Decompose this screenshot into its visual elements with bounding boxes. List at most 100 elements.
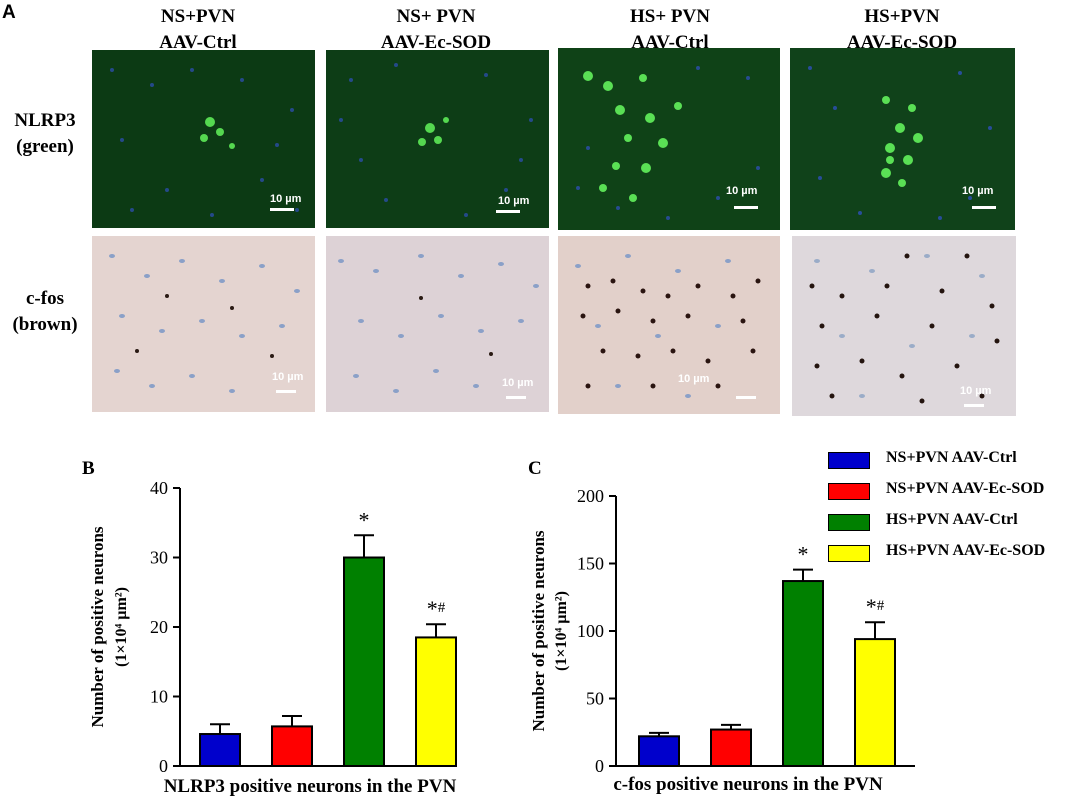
chart-b: B 0 10 20 30 40 * *# NLRP3 positive neurons in t… <box>82 458 457 797</box>
y-tick-label: 50 <box>586 689 604 709</box>
y-tick-label: 0 <box>595 756 604 776</box>
nlrp3-positive-cells <box>418 117 449 146</box>
scale-bar <box>736 396 756 399</box>
scale-bar <box>506 396 526 399</box>
nuclei-pattern <box>808 66 992 220</box>
row-label-nlrp3: NLRP3 (green) <box>0 108 90 160</box>
y-tick-label: 0 <box>159 756 168 776</box>
bar <box>782 580 824 767</box>
row-label-cfos-line2: (brown) <box>12 314 78 335</box>
column-title-4: HS+PVN AAV-Ec-SOD <box>792 4 1012 56</box>
panel-letter: C <box>528 458 542 479</box>
scale-bar-label: 10 µm <box>270 193 302 205</box>
scale-bar-label: 10 µm <box>678 373 710 385</box>
nlrp3-image-hs-ctrl-graphic: 10 µm <box>558 48 780 230</box>
nlrp3-image-hs-ecsod-graphic: 10 µm <box>790 48 1015 230</box>
scale-bar-label: 10 µm <box>962 185 994 197</box>
legend-swatch <box>828 514 870 531</box>
scale-bar-label: 10 µm <box>960 385 992 397</box>
cfos-positive-nuclei <box>135 294 274 358</box>
y-tick-label: 150 <box>577 554 604 574</box>
significance-marker: * <box>798 542 809 567</box>
scale-bar <box>276 390 296 393</box>
y-tick-label: 40 <box>150 478 168 498</box>
cfos-positive-nuclei <box>580 278 761 389</box>
bar <box>854 638 896 768</box>
legend-swatch <box>828 483 870 500</box>
image-background <box>792 236 1016 416</box>
legend-label: NS+PVN AAV-Ctrl <box>886 449 1017 466</box>
row-label-cfos: c-fos (brown) <box>0 286 90 338</box>
bar <box>343 556 385 767</box>
bar <box>199 733 241 767</box>
y-tick-label: 10 <box>150 687 168 707</box>
y-tick-label: 100 <box>577 621 604 641</box>
image-background <box>92 236 315 412</box>
hematoxylin-nuclei <box>338 254 539 393</box>
column-title-2: NS+ PVN AAV-Ec-SOD <box>326 4 546 56</box>
nlrp3-image-ns-ecsod: 10 µm <box>326 50 549 228</box>
scale-bar-label: 10 µm <box>502 377 534 389</box>
scale-bar-label: 10 µm <box>498 195 530 207</box>
nlrp3-positive-cells <box>583 71 682 202</box>
column-title-4-line1: HS+PVN <box>864 6 940 27</box>
column-title-1-line2: AAV-Ctrl <box>159 32 237 53</box>
cfos-image-hs-ecsod: 10 µm <box>792 236 1016 416</box>
panel-letter: B <box>82 458 95 479</box>
y-tick-label: 20 <box>150 617 168 637</box>
x-axis-label: NLRP3 positive neurons in the PVN <box>164 776 457 797</box>
legend-label: HS+PVN AAV-Ec-SOD <box>886 542 1046 559</box>
scale-bar-label: 10 µm <box>726 185 758 197</box>
scale-bar <box>734 206 758 209</box>
cfos-positive-nuclei <box>809 253 1000 404</box>
image-background <box>558 48 780 230</box>
bar <box>638 735 680 767</box>
significance-marker: *# <box>866 594 885 619</box>
legend-swatch <box>828 545 870 562</box>
y-axis-label-units: (1×10⁴ µm²) <box>553 591 570 671</box>
scale-bar <box>972 206 996 209</box>
column-title-1: NS+PVN AAV-Ctrl <box>88 4 308 56</box>
column-title-1-line1: NS+PVN <box>160 6 236 27</box>
cfos-image-ns-ecsod-graphic: 10 µm <box>326 236 549 412</box>
scale-bar <box>270 208 294 211</box>
image-background <box>326 236 549 412</box>
bar <box>415 636 457 767</box>
y-axis-label-units: (1×10⁴ µm²) <box>113 587 130 667</box>
legend-label: HS+PVN AAV-Ctrl <box>886 511 1018 528</box>
nlrp3-image-hs-ecsod: 10 µm <box>790 48 1015 230</box>
nuclei-pattern <box>339 63 533 217</box>
row-label-nlrp3-line1: NLRP3 <box>14 110 76 131</box>
row-label-nlrp3-line2: (green) <box>16 136 74 157</box>
cfos-image-hs-ctrl: 10 µm <box>558 236 780 414</box>
hematoxylin-nuclei <box>575 254 731 398</box>
row-label-cfos-line1: c-fos <box>26 288 64 309</box>
bar <box>271 725 313 768</box>
y-tick-label: 200 <box>577 486 604 506</box>
nlrp3-image-hs-ctrl: 10 µm <box>558 48 780 230</box>
column-title-2-line1: NS+ PVN <box>396 6 476 27</box>
nlrp3-positive-cells <box>200 117 235 149</box>
column-title-3-line2: AAV-Ctrl <box>631 32 709 53</box>
bar <box>710 728 752 767</box>
y-tick-label: 30 <box>150 548 168 568</box>
chart-c: C 0 50 100 150 200 * *# c-fos positive neurons i… <box>528 458 915 795</box>
nlrp3-positive-cells <box>881 96 923 187</box>
cfos-positive-nuclei <box>419 296 493 356</box>
significance-marker: *# <box>427 596 446 621</box>
nlrp3-image-ns-ctrl-graphic: 10 µm <box>92 50 315 228</box>
x-axis-label: c-fos positive neurons in the PVN <box>613 774 883 795</box>
cfos-image-hs-ecsod-graphic: 10 µm <box>792 236 1016 416</box>
cfos-image-ns-ctrl: 10 µm <box>92 236 315 412</box>
column-title-3: HS+ PVN AAV-Ctrl <box>560 4 780 56</box>
hematoxylin-nuclei <box>109 254 300 393</box>
scale-bar <box>496 210 520 213</box>
scale-bar-label: 10 µm <box>272 371 304 383</box>
legend-swatch <box>828 452 870 469</box>
nlrp3-image-ns-ecsod-graphic: 10 µm <box>326 50 549 228</box>
significance-marker: * <box>359 507 370 532</box>
hematoxylin-nuclei <box>814 254 985 398</box>
column-title-4-line2: AAV-Ec-SOD <box>846 32 958 53</box>
cfos-image-ns-ecsod: 10 µm <box>326 236 549 412</box>
column-title-2-line2: AAV-Ec-SOD <box>380 32 492 53</box>
